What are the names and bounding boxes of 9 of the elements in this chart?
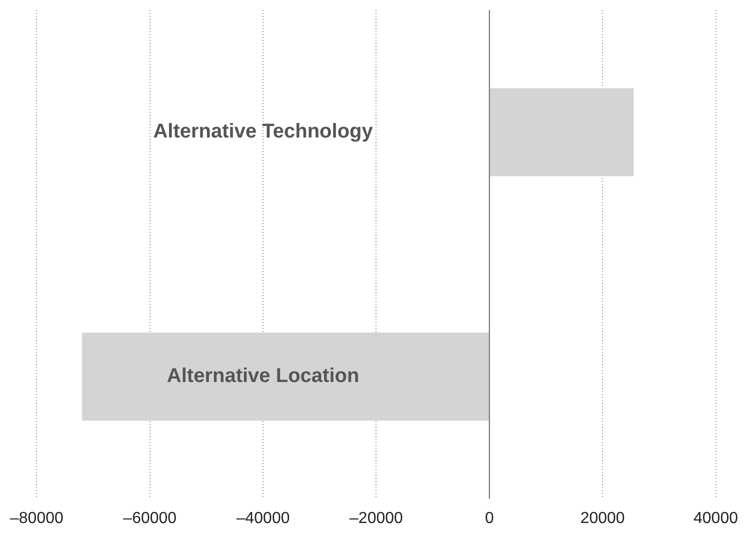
y-tick-label: Alternative Technology: [153, 120, 374, 143]
x-tick-label: –80000: [10, 510, 64, 527]
x-tick-label: 0: [484, 510, 494, 527]
x-tick-label: –40000: [236, 510, 290, 527]
x-tick-label: 40000: [694, 510, 738, 527]
x-tick-label: –20000: [350, 510, 404, 527]
y-tick-label: Alternative Location: [166, 365, 360, 388]
x-tick-label: –60000: [123, 510, 177, 527]
x-tick-label: 20000: [580, 510, 625, 527]
